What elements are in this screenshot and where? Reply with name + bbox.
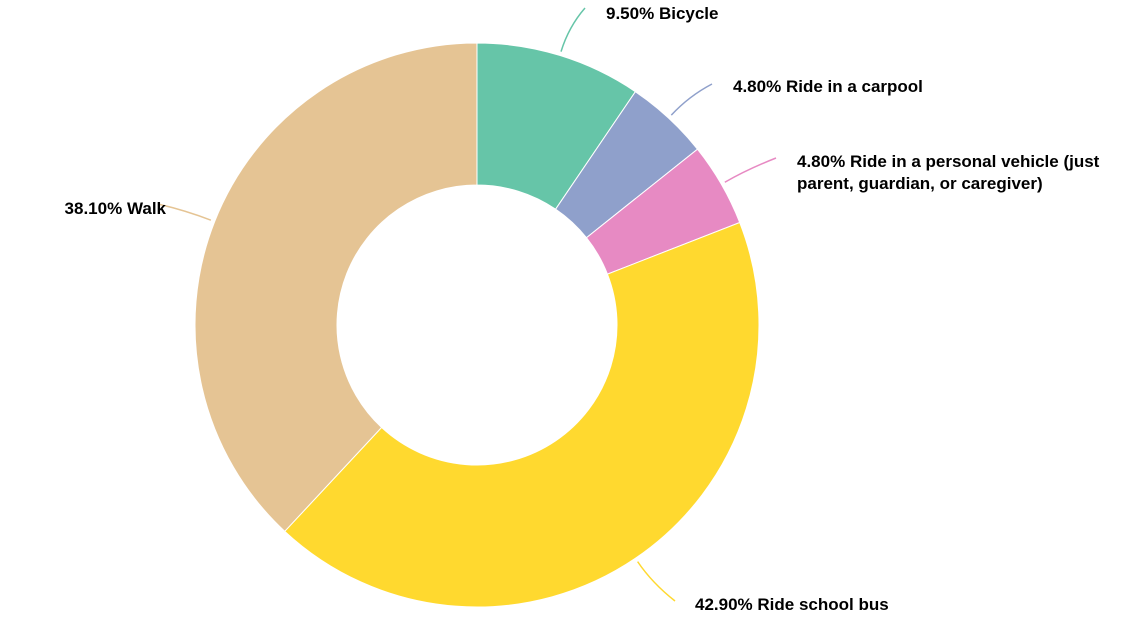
slice-label: 38.10% Walk (0, 198, 166, 220)
category-label: Walk (126, 199, 166, 218)
slice-label: 42.90% Ride school bus (695, 594, 1095, 616)
value-label: 4.80% (733, 77, 782, 96)
slice (284, 221, 760, 608)
value-label: 38.10% (64, 199, 123, 218)
leader-line (560, 7, 586, 52)
category-label: Bicycle (658, 4, 719, 23)
value-label: 42.90% (695, 595, 753, 614)
slice-label: 9.50% Bicycle (606, 3, 1006, 25)
leader-line (724, 157, 777, 183)
value-label: 4.80% (797, 152, 846, 171)
slice-label: 4.80% Ride in a carpool (733, 76, 1133, 98)
category-label: Ride in a carpool (785, 77, 923, 96)
slice (194, 42, 478, 533)
leader-line (636, 561, 676, 602)
slice-label: 4.80% Ride in a personal vehicle (just p… (797, 151, 1137, 195)
category-label: Ride school bus (757, 595, 889, 614)
category-label: Ride in a personal vehicle (just parent,… (797, 152, 1100, 193)
leader-line (157, 203, 212, 221)
value-label: 9.50% (606, 4, 655, 23)
leader-line (670, 83, 713, 116)
